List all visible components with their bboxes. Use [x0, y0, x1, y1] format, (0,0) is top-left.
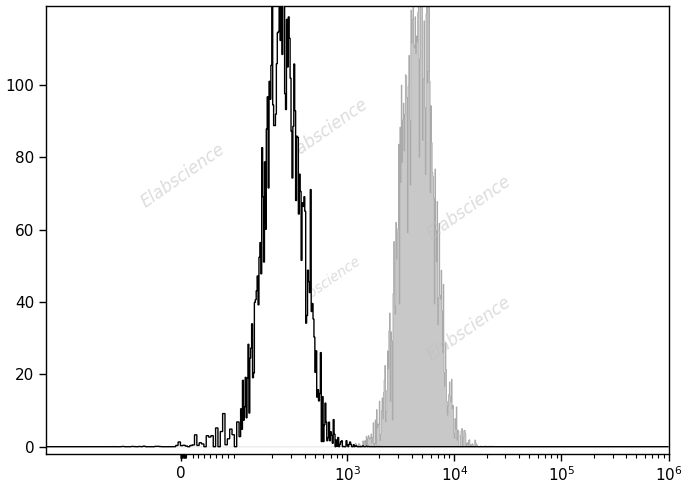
Text: Elabscience: Elabscience — [424, 172, 515, 243]
Text: Elabscience: Elabscience — [424, 293, 515, 364]
Text: Elabscience: Elabscience — [138, 140, 228, 212]
Text: Elabscience: Elabscience — [281, 96, 372, 167]
Text: Elabscience: Elabscience — [289, 254, 364, 313]
